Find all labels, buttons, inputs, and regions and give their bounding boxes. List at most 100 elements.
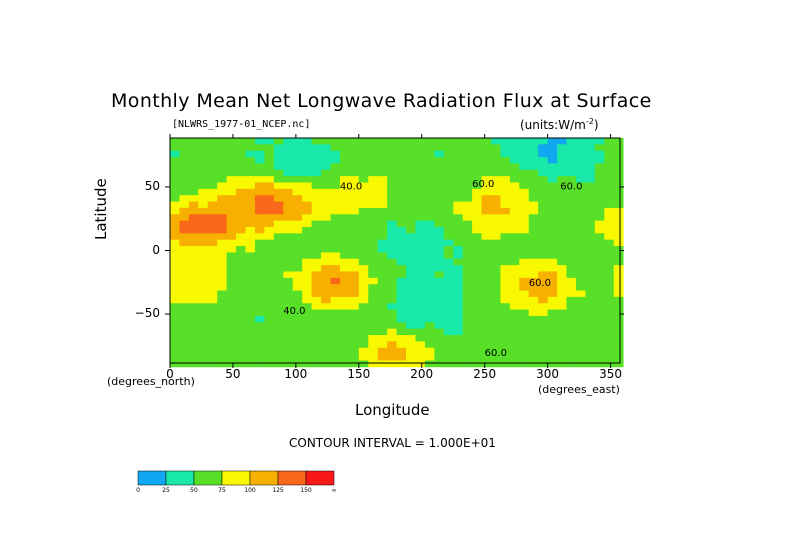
heatmap-cell [528, 284, 539, 291]
heatmap-cell [236, 207, 246, 215]
heatmap-cell [292, 328, 303, 336]
heatmap-cell [302, 290, 313, 298]
heatmap-cell [245, 277, 256, 285]
heatmap-cell [443, 258, 454, 266]
heatmap-cell [472, 157, 482, 164]
heatmap-cell [406, 239, 416, 247]
heatmap-cell [188, 290, 199, 298]
heatmap-cell [170, 150, 180, 158]
heatmap-cell [472, 315, 482, 323]
heatmap-cell [188, 252, 199, 260]
heatmap-cell [358, 163, 369, 171]
heatmap-cell [406, 176, 416, 183]
heatmap-cell [358, 226, 369, 234]
heatmap-cell [254, 182, 265, 190]
heatmap-cell [217, 284, 228, 291]
heatmap-cell [321, 157, 331, 164]
heatmap-cell [453, 226, 464, 234]
heatmap-cell [604, 296, 615, 304]
heatmap-cell [396, 341, 407, 349]
heatmap-cell [377, 150, 388, 158]
heatmap-cell [339, 188, 350, 196]
heatmap-cell [368, 309, 379, 317]
x-tick-label: 150 [347, 367, 371, 381]
heatmap-cell [396, 226, 407, 234]
heatmap-cell [557, 303, 567, 311]
heatmap-cell [396, 265, 407, 272]
heatmap-cell [377, 347, 388, 355]
heatmap-cell [415, 258, 426, 266]
heatmap-cell [330, 335, 341, 342]
heatmap-cell [490, 252, 501, 260]
heatmap-cell [500, 360, 511, 368]
heatmap-cell [311, 315, 322, 323]
heatmap-cell [339, 354, 350, 361]
heatmap-cell [188, 284, 199, 291]
heatmap-cell [594, 309, 605, 317]
heatmap-cell [453, 258, 464, 266]
heatmap-cell [358, 290, 369, 298]
heatmap-cell [453, 265, 464, 272]
heatmap-cell [575, 322, 586, 330]
heatmap-cell [236, 176, 246, 183]
heatmap-cell [462, 144, 473, 152]
heatmap-cell [311, 138, 322, 145]
heatmap-cell [302, 303, 313, 311]
heatmap-cell [377, 328, 388, 336]
heatmap-cell [519, 284, 530, 291]
contour-label: 60.0 [529, 278, 551, 289]
heatmap-cell [462, 271, 473, 279]
heatmap-cell [236, 157, 246, 164]
heatmap-cell [594, 290, 605, 298]
heatmap-cell [604, 233, 615, 241]
heatmap-cell [406, 322, 416, 330]
heatmap-cell [283, 207, 294, 215]
heatmap-cell [273, 138, 284, 145]
heatmap-cell [566, 309, 577, 317]
heatmap-cell [613, 296, 624, 304]
heatmap-cell [557, 150, 567, 158]
heatmap-cell [575, 150, 586, 158]
heatmap-cell [557, 315, 567, 323]
heatmap-cell [453, 309, 464, 317]
heatmap-cell [406, 220, 416, 228]
heatmap-cell [188, 138, 199, 145]
heatmap-cell [387, 220, 397, 228]
heatmap-cell [604, 315, 615, 323]
heatmap-cell [472, 296, 482, 304]
heatmap-cell [170, 220, 180, 228]
heatmap-cell [273, 258, 284, 266]
heatmap-cell [302, 169, 313, 177]
heatmap-cell [387, 169, 397, 177]
heatmap-cell [264, 233, 275, 241]
heatmap-cell [358, 309, 369, 317]
heatmap-cell [273, 252, 284, 260]
heatmap-cell [387, 188, 397, 196]
heatmap-cell [198, 226, 209, 234]
heatmap-cell [170, 195, 180, 202]
heatmap-cell [254, 252, 265, 260]
heatmap-cell [330, 226, 341, 234]
heatmap-cell [462, 309, 473, 317]
heatmap-cell [368, 341, 379, 349]
heatmap-cell [358, 252, 369, 260]
heatmap-cell [528, 271, 539, 279]
heatmap-cell [358, 239, 369, 247]
heatmap-cell [226, 201, 237, 209]
heatmap-cell [321, 169, 331, 177]
heatmap-cell [254, 360, 265, 368]
heatmap-cell [415, 271, 426, 279]
heatmap-cell [566, 341, 577, 349]
heatmap-cell [490, 315, 501, 323]
heatmap-cell [292, 341, 303, 349]
heatmap-cell [434, 207, 445, 215]
heatmap-cell [349, 265, 360, 272]
heatmap-cell [179, 277, 190, 285]
heatmap-cell [188, 335, 199, 342]
heatmap-cell [321, 246, 331, 253]
heatmap-cell [585, 169, 596, 177]
heatmap-cell [396, 195, 407, 202]
heatmap-cell [283, 157, 294, 164]
heatmap-cell [179, 328, 190, 336]
heatmap-cell [387, 290, 397, 298]
